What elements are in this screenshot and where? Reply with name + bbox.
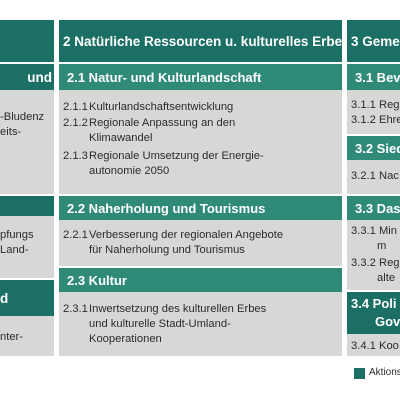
section-2-3-title: 2.3 Kultur (59, 268, 342, 292)
section-3-3-title: 3.3 Das (347, 196, 400, 220)
section-3-2-title: 3.2 Sied (347, 136, 400, 160)
section-2-3-panel (59, 292, 342, 356)
col1-item-c1: nter- (0, 331, 24, 343)
col1-item-b2: Land- (0, 244, 29, 256)
section-3-1-title: 3.1 Bev (347, 64, 400, 90)
section-3-1-panel (347, 90, 400, 134)
col1-section-c-title: d (0, 280, 54, 316)
col1-item-a2: eits- (0, 126, 22, 138)
item-3-1-1: 3.1.1 Reg (351, 99, 400, 111)
item-3-1-2: 3.1.2 Ehre (351, 114, 400, 126)
section-3-2-panel (347, 160, 400, 194)
col1-section-b-bar (0, 196, 54, 216)
item-2-3-1: 2.3.1Inwertsetzung des kulturellen Erbes… (63, 303, 267, 345)
col1-item-a1: -Bludenz (0, 111, 45, 123)
section-2-1-panel (59, 90, 342, 194)
col3-header: 3 Geme (351, 33, 400, 49)
col2-header: 2 Natürliche Ressourcen u. kulturelles E… (63, 33, 343, 49)
item-3-2-1: 3.2.1 Nac (351, 170, 399, 182)
section-2-1-title: 2.1 Natur- und Kulturlandschaft (59, 64, 342, 90)
item-3-3-2-cont: alte (377, 272, 396, 284)
item-2-1-3: 2.1.3Regionale Umsetzung der Energie-aut… (63, 150, 264, 177)
item-2-1-2: 2.1.2Regionale Anpassung an den Klimawand… (63, 117, 236, 144)
col1-panel-b (0, 216, 54, 278)
header-divider-1 (54, 20, 59, 62)
item-3-3-1: 3.3.1 Min (351, 225, 398, 237)
item-2-2-1: 2.2.1Verbesserung der regionalen Angebot… (63, 229, 284, 256)
item-2-1-1: 2.1.1Kulturlandschaftsentwicklung (63, 101, 234, 113)
col1-panel-c (0, 316, 54, 356)
item-3-3-2: 3.3.2 Reg (351, 257, 400, 269)
header-divider-2 (342, 20, 347, 62)
col1-item-b1: pfungs (0, 229, 34, 241)
section-2-2-panel (59, 220, 342, 266)
item-3-4-1: 3.4.1 Koo (351, 340, 399, 352)
item-3-3-1-cont: m (377, 240, 387, 252)
section-3-4-title-line2: Gov (375, 314, 400, 329)
section-2-2-title: 2.2 Naherholung und Tourismus (59, 196, 342, 220)
section-3-3-panel (347, 220, 400, 290)
col1-section-a-title: und (0, 64, 54, 90)
legend-label: Aktions (369, 367, 400, 378)
legend-swatch (354, 368, 365, 379)
section-3-4-bar (347, 292, 400, 334)
section-3-4-title-line1: 3.4 Poli (351, 296, 397, 311)
header-bar (0, 20, 400, 62)
section-3-4-panel (347, 334, 400, 356)
